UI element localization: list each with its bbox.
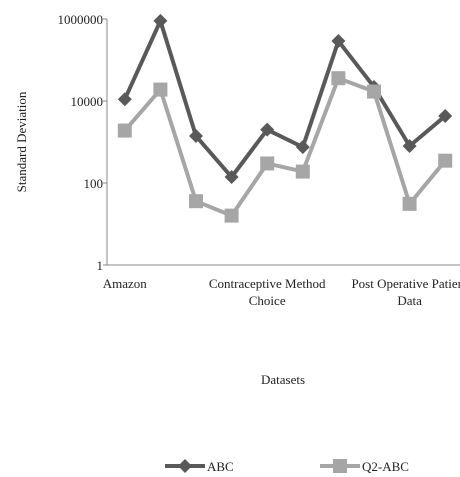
marker	[224, 170, 239, 185]
marker	[153, 82, 168, 97]
marker	[438, 153, 453, 168]
y-tick-label: 1000000	[58, 12, 104, 27]
x-axis-title: Datasets	[261, 372, 305, 387]
series-line	[122, 18, 447, 180]
marker	[367, 84, 381, 99]
marker	[117, 92, 132, 107]
legend-label: Q2-ABC	[362, 459, 409, 474]
y-tick-label: 100	[84, 176, 104, 191]
x-tick-label: Amazon	[102, 276, 147, 291]
marker	[295, 140, 310, 155]
marker	[189, 194, 203, 209]
x-tick-label: Post Operative Patient Data	[351, 276, 460, 308]
marker	[331, 71, 346, 86]
x-tick-label: Contraceptive Method Choice	[208, 276, 326, 308]
marker	[117, 123, 132, 138]
marker	[331, 34, 346, 49]
y-tick-label: 10000	[71, 94, 104, 109]
marker	[333, 459, 347, 473]
series-line	[123, 76, 447, 218]
y-axis-title: Standard Deviation	[14, 91, 29, 192]
marker	[438, 109, 453, 124]
marker	[260, 156, 275, 171]
marker	[178, 459, 192, 473]
y-tick-label: 1	[97, 258, 104, 273]
marker	[295, 164, 310, 179]
marker	[224, 208, 239, 223]
marker	[260, 122, 275, 137]
marker	[153, 13, 168, 28]
marker	[402, 196, 417, 211]
marker	[402, 138, 417, 153]
legend-label: ABC	[207, 459, 234, 474]
marker	[189, 129, 203, 144]
